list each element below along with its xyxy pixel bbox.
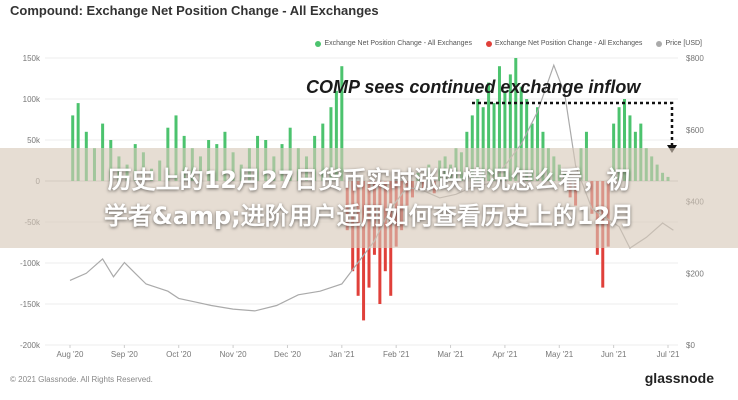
overlay-headline-line-2: 学者&amp;进阶用户适用如何查看历史上的12月: [103, 202, 635, 230]
x-tick-label: Jan '21: [329, 350, 355, 359]
y-right-tick-label: $600: [686, 126, 704, 135]
bar: [334, 90, 338, 181]
x-tick-label: Apr '21: [492, 350, 518, 359]
bar: [487, 82, 491, 181]
bar: [492, 103, 496, 181]
x-tick-label: Jun '21: [601, 350, 627, 359]
x-tick-label: Aug '20: [57, 350, 84, 359]
bar: [514, 58, 518, 181]
legend-item-inflow[interactable]: Exchange Net Position Change - All Excha…: [315, 40, 472, 47]
annotation-bracket: [472, 101, 674, 150]
y-right-tick-label: $200: [686, 269, 704, 278]
x-tick-label: Feb '21: [383, 350, 410, 359]
y-right-tick-label: $800: [686, 54, 704, 63]
overlay-headline-line-1: 历史上的12月27日货币实时涨跌情况怎么看，初: [107, 166, 631, 194]
legend-item-outflow[interactable]: Exchange Net Position Change - All Excha…: [485, 40, 643, 47]
legend-label-outflow: Exchange Net Position Change - All Excha…: [494, 40, 643, 47]
legend: Exchange Net Position Change - All Excha…: [315, 40, 702, 47]
bar: [329, 107, 333, 181]
y-left-tick-label: 150k: [23, 54, 41, 63]
x-tick-label: May '21: [545, 350, 573, 359]
bar: [362, 181, 366, 321]
bar: [525, 99, 529, 181]
bar: [497, 66, 501, 181]
x-tick-label: Sep '20: [111, 350, 138, 359]
bar: [536, 107, 540, 181]
legend-label-inflow: Exchange Net Position Change - All Excha…: [324, 40, 472, 47]
legend-swatch-price: [656, 40, 663, 47]
overlay-banner: [0, 148, 738, 248]
bar: [476, 99, 480, 181]
annotation-layer: [472, 101, 677, 153]
overlay-headline[interactable]: 历史上的12月27日货币实时涨跌情况怎么看，初 学者&amp;进阶用户适用如何查…: [0, 162, 738, 234]
legend-label-price: Price [USD]: [665, 40, 702, 47]
bar: [623, 99, 627, 181]
footer-brand-logo: glassnode: [644, 370, 714, 386]
y-left-tick-label: -100k: [20, 259, 41, 268]
bar: [617, 107, 621, 181]
y-left-tick-label: 50k: [27, 136, 41, 145]
legend-swatch-inflow: [315, 40, 322, 47]
legend-swatch-outflow: [485, 40, 492, 47]
x-tick-label: Jul '21: [657, 350, 680, 359]
y-left-tick-label: 100k: [23, 95, 41, 104]
bar: [519, 86, 523, 181]
x-tick-label: Oct '20: [166, 350, 192, 359]
footer-copyright: © 2021 Glassnode. All Rights Reserved.: [10, 375, 153, 384]
y-left-tick-label: -150k: [20, 300, 41, 309]
x-tick-label: Mar '21: [437, 350, 464, 359]
bar: [340, 66, 344, 181]
legend-item-price[interactable]: Price [USD]: [656, 40, 702, 47]
bar: [508, 74, 512, 181]
x-tick-label: Dec '20: [274, 350, 301, 359]
y-right-tick-label: $0: [686, 341, 695, 350]
bar: [76, 103, 80, 181]
x-tick-label: Nov '20: [220, 350, 247, 359]
bar: [481, 107, 485, 181]
chart-title: Compound: Exchange Net Position Change -…: [10, 3, 379, 18]
bar: [503, 90, 507, 181]
y-left-tick-label: -200k: [20, 341, 41, 350]
chart-annotation: COMP sees continued exchange inflow: [306, 77, 641, 97]
